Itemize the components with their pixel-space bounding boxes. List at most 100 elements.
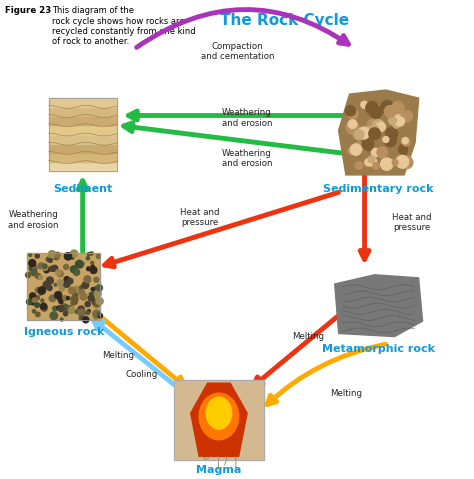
Circle shape (84, 276, 91, 283)
Circle shape (94, 299, 101, 307)
Bar (48, 98, 117, 171)
Circle shape (32, 309, 36, 313)
Circle shape (367, 119, 380, 132)
Circle shape (31, 270, 37, 276)
Circle shape (390, 106, 401, 117)
Circle shape (29, 253, 32, 256)
Circle shape (384, 134, 396, 147)
Circle shape (93, 310, 100, 318)
Circle shape (356, 161, 363, 169)
Circle shape (91, 288, 94, 291)
Circle shape (384, 105, 396, 117)
Circle shape (87, 252, 91, 255)
Circle shape (95, 290, 101, 296)
Text: Magma: Magma (196, 465, 242, 475)
Circle shape (365, 159, 372, 166)
Circle shape (64, 312, 68, 316)
Circle shape (93, 293, 96, 297)
Bar (48, 98, 117, 107)
Circle shape (371, 125, 378, 133)
Circle shape (56, 252, 60, 256)
Text: Igneous rock: Igneous rock (24, 327, 104, 337)
Circle shape (39, 292, 42, 296)
Text: Weathering
and erosion: Weathering and erosion (222, 108, 273, 127)
Circle shape (368, 158, 377, 166)
Circle shape (85, 301, 90, 307)
Circle shape (27, 273, 30, 276)
Circle shape (36, 287, 40, 293)
Circle shape (381, 101, 394, 114)
Circle shape (54, 283, 57, 286)
Circle shape (91, 265, 94, 268)
Circle shape (43, 264, 47, 268)
Ellipse shape (199, 393, 238, 440)
Bar (27, 253, 100, 320)
Bar (27, 253, 100, 320)
Circle shape (392, 160, 398, 166)
Circle shape (71, 266, 77, 273)
Text: Sediment: Sediment (53, 184, 112, 194)
Circle shape (94, 290, 101, 297)
Circle shape (44, 267, 49, 273)
Circle shape (58, 306, 64, 312)
Text: This diagram of the
rock cycle shows how rocks are
recycled constantly from one : This diagram of the rock cycle shows how… (52, 6, 196, 46)
Circle shape (68, 307, 75, 313)
Circle shape (82, 282, 89, 288)
Circle shape (57, 280, 63, 286)
Circle shape (93, 301, 100, 308)
Circle shape (395, 117, 404, 126)
Circle shape (47, 285, 52, 291)
Text: Melting: Melting (292, 332, 324, 341)
Circle shape (74, 301, 77, 304)
Circle shape (98, 313, 102, 318)
Circle shape (58, 297, 63, 302)
Text: The Rock Cycle: The Rock Cycle (220, 13, 349, 28)
Circle shape (365, 126, 371, 133)
Circle shape (52, 265, 58, 272)
Circle shape (38, 287, 46, 294)
Circle shape (348, 120, 357, 128)
Circle shape (43, 281, 50, 288)
Circle shape (36, 312, 40, 317)
Text: Figure 23: Figure 23 (5, 6, 51, 15)
Circle shape (49, 266, 54, 271)
Circle shape (53, 307, 57, 311)
Bar (48, 107, 117, 116)
Circle shape (66, 297, 70, 300)
Circle shape (65, 307, 70, 311)
Circle shape (35, 254, 39, 258)
Circle shape (365, 144, 372, 151)
Circle shape (386, 127, 398, 140)
Circle shape (64, 264, 69, 270)
Circle shape (381, 158, 393, 170)
Circle shape (401, 156, 413, 169)
Circle shape (401, 149, 407, 155)
Circle shape (78, 309, 85, 316)
Circle shape (35, 303, 39, 308)
Circle shape (60, 318, 63, 321)
Circle shape (49, 295, 56, 302)
Circle shape (38, 275, 43, 280)
Circle shape (348, 148, 356, 155)
Circle shape (59, 300, 63, 304)
Circle shape (59, 285, 64, 291)
Circle shape (64, 277, 70, 282)
Circle shape (89, 297, 92, 299)
Circle shape (71, 250, 78, 257)
Ellipse shape (206, 397, 232, 429)
Circle shape (79, 309, 85, 316)
Circle shape (71, 300, 75, 305)
Circle shape (46, 277, 54, 284)
Circle shape (87, 310, 90, 313)
Circle shape (91, 262, 94, 264)
Circle shape (86, 257, 90, 260)
Circle shape (377, 147, 388, 158)
Circle shape (53, 252, 60, 260)
Circle shape (354, 130, 364, 140)
Circle shape (70, 254, 74, 259)
Circle shape (90, 252, 93, 255)
Text: Weathering
and erosion: Weathering and erosion (8, 210, 59, 230)
Circle shape (350, 144, 361, 155)
Circle shape (63, 296, 68, 300)
Circle shape (392, 102, 404, 114)
